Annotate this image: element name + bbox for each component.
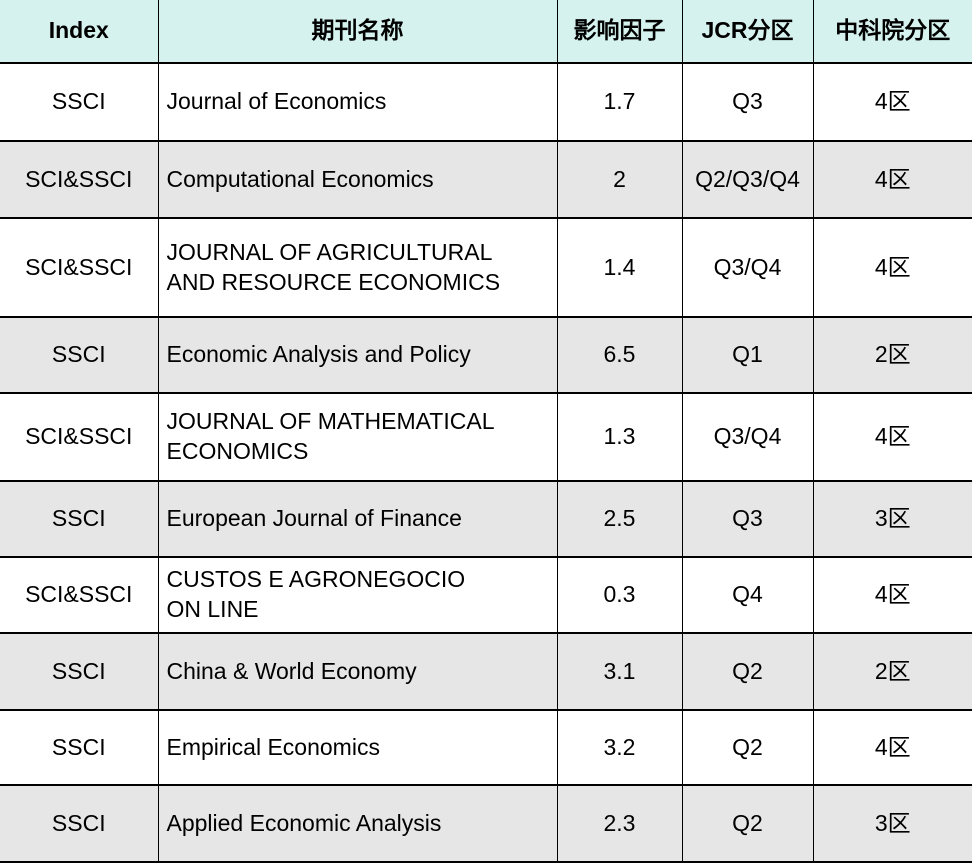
cell-cas-partition: 3区	[812, 480, 972, 558]
cell-journal-name: JOURNAL OF AGRICULTURAL AND RESOURCE ECO…	[157, 217, 558, 318]
cell-journal-name: Economic Analysis and Policy	[157, 316, 558, 394]
cell-impact-factor: 3.2	[556, 709, 683, 786]
table-row: SSCI Applied Economic Analysis 2.3 Q2 3区	[0, 784, 972, 863]
cell-jcr-quartile: Q3/Q4	[681, 392, 814, 482]
table-row: SCI&SSCI JOURNAL OF MATHEMATICAL ECONOMI…	[0, 392, 972, 482]
cell-index: SSCI	[0, 632, 159, 711]
cell-cas-partition: 2区	[812, 316, 972, 394]
cell-jcr-quartile: Q2	[681, 632, 814, 711]
table-row: SSCI Journal of Economics 1.7 Q3 4区	[0, 62, 972, 142]
cell-impact-factor: 2	[556, 140, 683, 219]
cell-journal-name: Empirical Economics	[157, 709, 558, 786]
cell-jcr-quartile: Q3/Q4	[681, 217, 814, 318]
cell-impact-factor: 1.4	[556, 217, 683, 318]
cell-jcr-quartile: Q3	[681, 480, 814, 558]
cell-index: SCI&SSCI	[0, 140, 159, 219]
cell-journal-name: European Journal of Finance	[157, 480, 558, 558]
cell-cas-partition: 4区	[812, 709, 972, 786]
cell-impact-factor: 1.3	[556, 392, 683, 482]
cell-index: SSCI	[0, 62, 159, 142]
cell-jcr-quartile: Q2	[681, 709, 814, 786]
table-row: SSCI Economic Analysis and Policy 6.5 Q1…	[0, 316, 972, 394]
column-header-cas-partition: 中科院分区	[812, 0, 972, 64]
cell-journal-name: Journal of Economics	[157, 62, 558, 142]
cell-jcr-quartile: Q3	[681, 62, 814, 142]
table-row: SCI&SSCI JOURNAL OF AGRICULTURAL AND RES…	[0, 217, 972, 318]
table-row: SSCI European Journal of Finance 2.5 Q3 …	[0, 480, 972, 558]
cell-index: SSCI	[0, 709, 159, 786]
cell-jcr-quartile: Q4	[681, 556, 814, 634]
cell-cas-partition: 4区	[812, 140, 972, 219]
cell-cas-partition: 4区	[812, 392, 972, 482]
cell-journal-name: Applied Economic Analysis	[157, 784, 558, 863]
column-header-journal-name: 期刊名称	[157, 0, 558, 64]
cell-jcr-quartile: Q1	[681, 316, 814, 394]
table-row: SCI&SSCI Computational Economics 2 Q2/Q3…	[0, 140, 972, 219]
cell-impact-factor: 6.5	[556, 316, 683, 394]
cell-jcr-quartile: Q2/Q3/Q4	[681, 140, 814, 219]
cell-cas-partition: 4区	[812, 62, 972, 142]
cell-index: SSCI	[0, 480, 159, 558]
cell-impact-factor: 3.1	[556, 632, 683, 711]
column-header-index: Index	[0, 0, 159, 64]
cell-cas-partition: 2区	[812, 632, 972, 711]
cell-impact-factor: 2.5	[556, 480, 683, 558]
cell-index: SCI&SSCI	[0, 217, 159, 318]
table-row: SSCI Empirical Economics 3.2 Q2 4区	[0, 709, 972, 786]
cell-cas-partition: 4区	[812, 217, 972, 318]
cell-index: SCI&SSCI	[0, 556, 159, 634]
cell-cas-partition: 4区	[812, 556, 972, 634]
cell-index: SCI&SSCI	[0, 392, 159, 482]
cell-index: SSCI	[0, 316, 159, 394]
cell-impact-factor: 0.3	[556, 556, 683, 634]
cell-journal-name: CUSTOS E AGRONEGOCIO ON LINE	[157, 556, 558, 634]
cell-journal-name: JOURNAL OF MATHEMATICAL ECONOMICS	[157, 392, 558, 482]
cell-cas-partition: 3区	[812, 784, 972, 863]
cell-impact-factor: 1.7	[556, 62, 683, 142]
table-row: SSCI China & World Economy 3.1 Q2 2区	[0, 632, 972, 711]
cell-journal-name: China & World Economy	[157, 632, 558, 711]
header-row: Index 期刊名称 影响因子 JCR分区 中科院分区	[0, 0, 972, 64]
column-header-impact-factor: 影响因子	[556, 0, 683, 64]
cell-index: SSCI	[0, 784, 159, 863]
cell-impact-factor: 2.3	[556, 784, 683, 863]
cell-journal-name: Computational Economics	[157, 140, 558, 219]
column-header-jcr-quartile: JCR分区	[681, 0, 814, 64]
cell-jcr-quartile: Q2	[681, 784, 814, 863]
table-row: SCI&SSCI CUSTOS E AGRONEGOCIO ON LINE 0.…	[0, 556, 972, 634]
